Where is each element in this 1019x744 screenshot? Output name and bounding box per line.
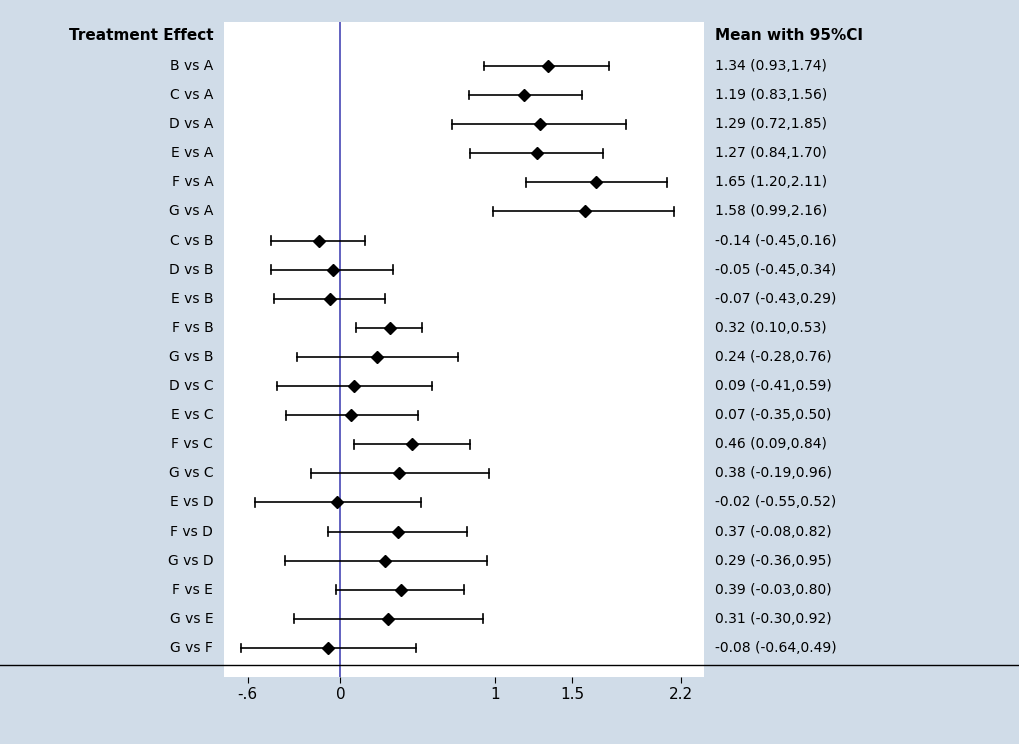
Text: -0.07 (-0.43,0.29): -0.07 (-0.43,0.29) [714, 292, 836, 306]
Text: 1.29 (0.72,1.85): 1.29 (0.72,1.85) [714, 117, 826, 131]
Text: -0.08 (-0.64,0.49): -0.08 (-0.64,0.49) [714, 641, 836, 655]
Text: 1.58 (0.99,2.16): 1.58 (0.99,2.16) [714, 205, 826, 219]
Text: D vs B: D vs B [168, 263, 213, 277]
Text: F vs B: F vs B [171, 321, 213, 335]
Text: G vs C: G vs C [168, 466, 213, 481]
Text: Treatment Effect: Treatment Effect [68, 28, 213, 42]
Text: B vs A: B vs A [170, 59, 213, 73]
Text: 0.31 (-0.30,0.92): 0.31 (-0.30,0.92) [714, 612, 830, 626]
Text: F vs D: F vs D [170, 525, 213, 539]
Text: Mean with 95%CI: Mean with 95%CI [714, 28, 862, 42]
Text: E vs C: E vs C [170, 408, 213, 422]
Text: E vs B: E vs B [170, 292, 213, 306]
Text: G vs B: G vs B [168, 350, 213, 364]
Text: 0.07 (-0.35,0.50): 0.07 (-0.35,0.50) [714, 408, 830, 422]
Text: F vs A: F vs A [171, 176, 213, 190]
Text: G vs E: G vs E [169, 612, 213, 626]
Text: 0.24 (-0.28,0.76): 0.24 (-0.28,0.76) [714, 350, 830, 364]
Text: D vs C: D vs C [168, 379, 213, 393]
Text: C vs B: C vs B [169, 234, 213, 248]
Text: G vs D: G vs D [167, 554, 213, 568]
Text: G vs A: G vs A [169, 205, 213, 219]
Text: 1.65 (1.20,2.11): 1.65 (1.20,2.11) [714, 176, 826, 190]
Text: 0.09 (-0.41,0.59): 0.09 (-0.41,0.59) [714, 379, 830, 393]
Text: E vs D: E vs D [169, 496, 213, 510]
Text: 0.39 (-0.03,0.80): 0.39 (-0.03,0.80) [714, 583, 830, 597]
Text: E vs A: E vs A [171, 147, 213, 160]
Text: 1.34 (0.93,1.74): 1.34 (0.93,1.74) [714, 59, 826, 73]
Text: C vs A: C vs A [170, 88, 213, 102]
Text: 0.46 (0.09,0.84): 0.46 (0.09,0.84) [714, 437, 826, 452]
Text: 0.38 (-0.19,0.96): 0.38 (-0.19,0.96) [714, 466, 832, 481]
Text: 0.32 (0.10,0.53): 0.32 (0.10,0.53) [714, 321, 825, 335]
Text: -0.05 (-0.45,0.34): -0.05 (-0.45,0.34) [714, 263, 836, 277]
Text: -0.14 (-0.45,0.16): -0.14 (-0.45,0.16) [714, 234, 836, 248]
Text: F vs C: F vs C [171, 437, 213, 452]
Text: 0.37 (-0.08,0.82): 0.37 (-0.08,0.82) [714, 525, 830, 539]
Text: 0.29 (-0.36,0.95): 0.29 (-0.36,0.95) [714, 554, 830, 568]
Text: -0.02 (-0.55,0.52): -0.02 (-0.55,0.52) [714, 496, 836, 510]
Text: 1.27 (0.84,1.70): 1.27 (0.84,1.70) [714, 147, 826, 160]
Text: D vs A: D vs A [169, 117, 213, 131]
Text: G vs F: G vs F [170, 641, 213, 655]
Text: 1.19 (0.83,1.56): 1.19 (0.83,1.56) [714, 88, 826, 102]
Text: F vs E: F vs E [172, 583, 213, 597]
